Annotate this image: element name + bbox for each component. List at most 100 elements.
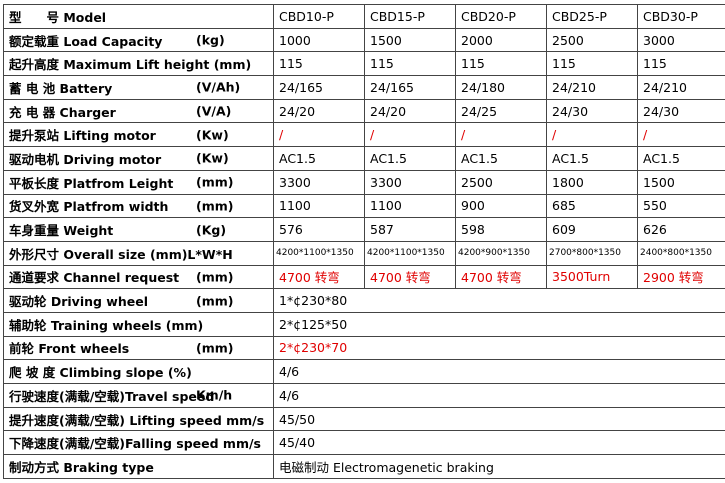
spec-value: 115 (455, 51, 547, 77)
spec-value: 4200*1100*1350 (364, 240, 456, 266)
spec-value: 24/25 (455, 98, 547, 124)
row-label: 蓄 电 池 Battery (V/Ah) (3, 75, 274, 100)
unit: (V/A) (196, 103, 232, 119)
spec-row: 制动方式 Braking type 电磁制动 Electromagenetic b… (3, 454, 725, 479)
spec-value: / (455, 122, 547, 148)
row-label: 车身重量 Weight (Kg) (3, 217, 274, 242)
spec-value: 2*¢230*70 (273, 335, 725, 361)
spec-value: 24/20 (273, 98, 365, 124)
spec-row: 额定载重 Load Capacity (kg) 1000 1500 2000 2500 30… (3, 27, 725, 53)
spec-value: 2000 (455, 27, 547, 53)
spec-value: 24/30 (637, 98, 725, 124)
spec-value: AC1.5 (273, 146, 365, 171)
spec-value: 1800 (546, 169, 638, 195)
label-text: 辅助轮 Training wheels (mm) (9, 317, 204, 333)
unit: Km/h (196, 387, 233, 403)
spec-value: 3000 (637, 27, 725, 53)
spec-value: 900 (455, 193, 547, 219)
row-label: 提升泵站 Lifting motor (Kw) (3, 122, 274, 148)
spec-value: CBD30-P (637, 4, 725, 29)
unit: (Kw) (196, 127, 229, 143)
spec-value: 685 (546, 193, 638, 219)
spec-value: 24/165 (364, 75, 456, 100)
spec-value: 4200*1100*1350 (273, 240, 365, 266)
row-label: 下降速度(满载/空载)Falling speed mm/s (3, 430, 274, 456)
label-text: 驱动轮 Driving wheel (9, 294, 148, 310)
spec-row: 起升高度 Maximum Lift height (mm) 115 115 115 11… (3, 51, 725, 77)
spec-value: 24/165 (273, 75, 365, 100)
spec-value: 1*¢230*80 (273, 288, 725, 313)
row-label: 平板长度 Platfrom Leight (mm) (3, 169, 274, 195)
row-label: 爬 坡 度 Climbing slope (%) (3, 359, 274, 384)
label-text: 通道要求 Channel request (9, 270, 180, 286)
label-text: 前轮 Front wheels (9, 341, 130, 357)
unit: (mm) (196, 293, 234, 309)
spec-value: AC1.5 (455, 146, 547, 171)
spec-value: 2*¢125*50 (273, 311, 725, 337)
spec-value: 3300 (273, 169, 365, 195)
spec-value: 576 (273, 217, 365, 242)
label-text: 额定载重 Load Capacity (9, 33, 163, 49)
unit: (Kg) (196, 222, 227, 238)
row-label: 货叉外宽 Platfrom width (mm) (3, 193, 274, 219)
row-label: 通道要求 Channel request (mm) (3, 264, 274, 290)
spec-row: 辅助轮 Training wheels (mm) 2*¢125*50 (3, 311, 725, 337)
spec-value: 24/210 (637, 75, 725, 100)
spec-value: / (273, 122, 365, 148)
spec-value: 4700 转弯 (455, 264, 547, 290)
label-text: 提升速度(满载/空载) Lifting speed mm/s (9, 412, 265, 428)
row-label: 行驶速度(满载/空载)Travel speed Km/h (3, 383, 274, 408)
spec-value: 2500 (455, 169, 547, 195)
spec-value: 115 (273, 51, 365, 77)
spec-value: 115 (637, 51, 725, 77)
spec-value: CBD20-P (455, 4, 547, 29)
spec-row: 爬 坡 度 Climbing slope (%) 4/6 (3, 359, 725, 384)
spec-value: CBD10-P (273, 4, 365, 29)
spec-row: 充 电 器 Charger (V/A) 24/20 24/20 24/25 24/30 24… (3, 98, 725, 124)
spec-row: 平板长度 Platfrom Leight (mm) 3300 3300 2500 1800… (3, 169, 725, 195)
spec-value: AC1.5 (546, 146, 638, 171)
row-label: 外形尺寸 Overall size (mm)L*W*H (3, 240, 274, 266)
spec-value: AC1.5 (364, 146, 456, 171)
row-label: 型 号 Model (3, 4, 274, 29)
spec-row: 驱动电机 Driving motor (Kw) AC1.5 AC1.5 AC1.5 AC1… (3, 146, 725, 171)
spec-row: 通道要求 Channel request (mm) 4700 转弯 4700 转弯 47… (3, 264, 725, 290)
spec-value: 1000 (273, 27, 365, 53)
spec-row: 货叉外宽 Platfrom width (mm) 1100 1100 900 685 550 (3, 193, 725, 219)
label-text: 蓄 电 池 Battery (9, 80, 113, 96)
spec-value: 24/30 (546, 98, 638, 124)
spec-value: / (637, 122, 725, 148)
spec-value: 609 (546, 217, 638, 242)
spec-value: 115 (364, 51, 456, 77)
spec-row: 前轮 Front wheels (mm) 2*¢230*70 (3, 335, 725, 361)
label-text: 外形尺寸 Overall size (mm)L*W*H (9, 246, 233, 262)
row-label: 制动方式 Braking type (3, 454, 274, 479)
spec-value: 598 (455, 217, 547, 242)
spec-value: 587 (364, 217, 456, 242)
spec-value: 626 (637, 217, 725, 242)
row-label: 辅助轮 Training wheels (mm) (3, 311, 274, 337)
spec-value: 45/40 (273, 430, 725, 456)
spec-value: 1500 (364, 27, 456, 53)
spec-value: 3300 (364, 169, 456, 195)
spec-value: / (546, 122, 638, 148)
row-label: 充 电 器 Charger (V/A) (3, 98, 274, 124)
label-text: 爬 坡 度 Climbing slope (%) (9, 365, 192, 381)
spec-value: 550 (637, 193, 725, 219)
label-text: 货叉外宽 Platfrom width (9, 199, 169, 215)
spec-value: 电磁制动 Electromagenetic braking (273, 454, 725, 479)
row-label: 驱动电机 Driving motor (Kw) (3, 146, 274, 171)
spec-row: 蓄 电 池 Battery (V/Ah) 24/165 24/165 24/180 24/… (3, 75, 725, 100)
spec-value: CBD15-P (364, 4, 456, 29)
label-text: 平板长度 Platfrom Leight (9, 175, 174, 191)
spec-row: 行驶速度(满载/空载)Travel speed Km/h 4/6 (3, 383, 725, 408)
unit: (mm) (196, 174, 234, 190)
spec-value: 2500 (546, 27, 638, 53)
spec-value: 4200*900*1350 (455, 240, 547, 266)
spec-table: 型 号 Model CBD10-P CBD15-P CBD20-P CBD25-P CBD… (3, 4, 725, 479)
spec-value: 4/6 (273, 359, 725, 384)
unit: (V/Ah) (196, 79, 241, 95)
spec-row: 车身重量 Weight (Kg) 576 587 598 609 626 (3, 217, 725, 242)
spec-row: 外形尺寸 Overall size (mm)L*W*H 4200*1100*135… (3, 240, 725, 266)
spec-row: 驱动轮 Driving wheel (mm) 1*¢230*80 (3, 288, 725, 313)
